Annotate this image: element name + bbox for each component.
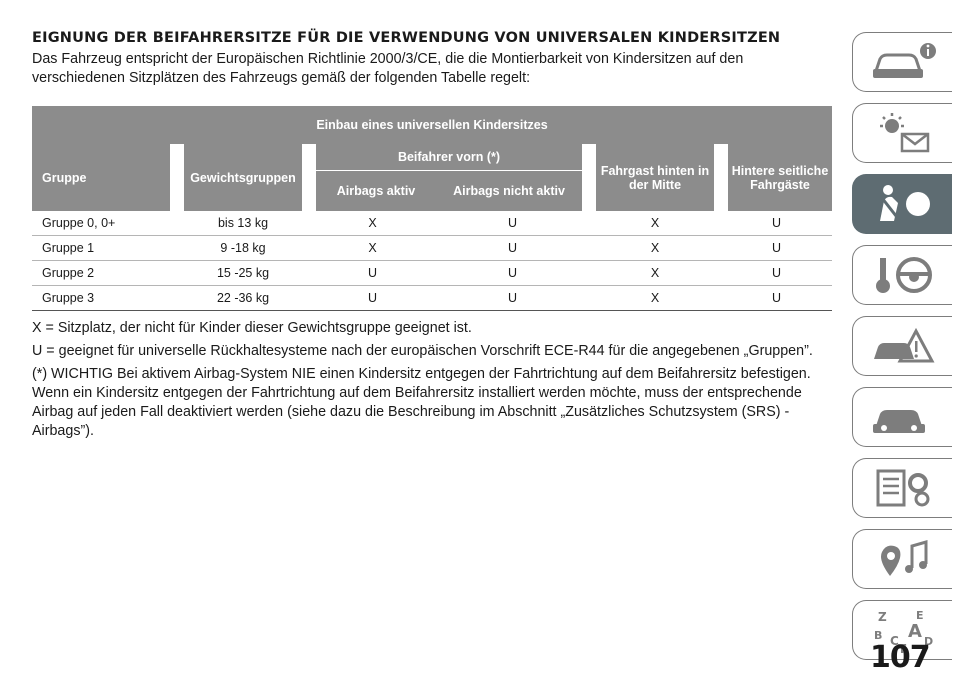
car-info-icon [872, 43, 936, 78]
emergency-car-icon [873, 327, 934, 363]
table-cell: U [436, 211, 589, 236]
header-hintere-seitliche: Hintere seitliche Fahrgäste [714, 144, 832, 211]
header-gewichtsgruppen: Gewichtsgruppen [170, 144, 309, 211]
header-gruppe: Gruppe [32, 144, 177, 211]
table-cell: Gruppe 0, 0+ [32, 211, 177, 236]
table-cell: Gruppe 3 [32, 285, 177, 311]
table-cell: X [309, 235, 436, 261]
index-letter: Z [878, 610, 887, 624]
multimedia-icon [880, 540, 927, 576]
table-caption: Einbau eines universellen Kindersitzes [32, 106, 832, 144]
index-letter: B [874, 629, 882, 642]
tab-technical-data[interactable] [852, 458, 952, 518]
chapter-tabs: Z E B A C D T [852, 32, 952, 671]
index-letter: C [890, 634, 899, 648]
table-cell: 22 -36 kg [177, 285, 309, 311]
table-cell: U [721, 211, 832, 236]
intro-paragraph: Das Fahrzeug entspricht der Europäischen… [32, 51, 744, 86]
table-cell: U [436, 285, 589, 311]
table-cell: U [721, 260, 832, 286]
header-airbags-aktiv: Airbags aktiv [302, 170, 436, 211]
table-cell: Gruppe 1 [32, 235, 177, 261]
table-row: Gruppe 2 15 -25 kg U U X U [32, 260, 832, 286]
page-number: 107 [870, 640, 931, 675]
index-letter: A [908, 621, 922, 642]
section-heading: EIGNUNG DER BEIFAHRERSITZE FÜR DIE VERWE… [32, 30, 781, 46]
table-cell: U [309, 260, 436, 286]
table-cell: U [721, 235, 832, 261]
tab-warning-lights[interactable] [852, 103, 952, 163]
table-row: Gruppe 0, 0+ bis 13 kg X U X U [32, 211, 832, 236]
note-warning: (*) WICHTIG Bei aktivem Airbag-System NI… [32, 366, 811, 439]
table-cell: 15 -25 kg [177, 260, 309, 286]
table-cell: X [309, 211, 436, 236]
table-row: Gruppe 1 9 -18 kg X U X U [32, 235, 832, 261]
table-cell: X [589, 235, 721, 261]
child-seat-table: Einbau eines universellen Kindersitzes G… [32, 106, 832, 311]
key-steering-wheel-icon [875, 257, 932, 293]
technical-data-icon [876, 469, 929, 507]
table-cell: U [436, 235, 589, 261]
tab-safety[interactable] [852, 174, 952, 234]
note-x: X = Sitzplatz, der nicht für Kinder dies… [32, 320, 472, 336]
header-beifahrer-vorn: Beifahrer vorn (*) [302, 144, 589, 171]
tab-index[interactable]: Z E B A C D T [852, 600, 952, 660]
alphabetical-index-icon: Z E B A C D T [874, 609, 933, 653]
tab-car-info[interactable] [852, 32, 952, 92]
table-cell: U [436, 260, 589, 286]
table-cell: X [589, 211, 721, 236]
tab-multimedia[interactable] [852, 529, 952, 589]
main-content: EIGNUNG DER BEIFAHRERSITZE FÜR DIE VERWE… [32, 31, 832, 441]
seatbelt-airbag-icon [879, 185, 930, 222]
index-letter: E [916, 609, 924, 622]
table-cell: U [721, 285, 832, 311]
tab-service[interactable] [852, 387, 952, 447]
header-fahrgast-mitte: Fahrgast hinten in der Mitte [582, 144, 721, 211]
table-cell: X [589, 285, 721, 311]
table-cell: X [589, 260, 721, 286]
table-cell: Gruppe 2 [32, 260, 177, 286]
table-cell: bis 13 kg [177, 211, 309, 236]
note-u: U = geeignet für universelle Rückhaltesy… [32, 343, 813, 359]
warning-lights-icon [879, 113, 929, 153]
tab-emergency[interactable] [852, 316, 952, 376]
tab-starting-driving[interactable] [852, 245, 952, 305]
table-cell: U [309, 285, 436, 311]
header-airbags-nicht-aktiv: Airbags nicht aktiv [436, 170, 589, 211]
index-letter: T [898, 642, 907, 653]
car-service-icon [872, 410, 925, 433]
table-row: Gruppe 3 22 -36 kg U U X U [32, 285, 832, 311]
index-letter: D [924, 635, 933, 648]
table-cell: 9 -18 kg [177, 235, 309, 261]
